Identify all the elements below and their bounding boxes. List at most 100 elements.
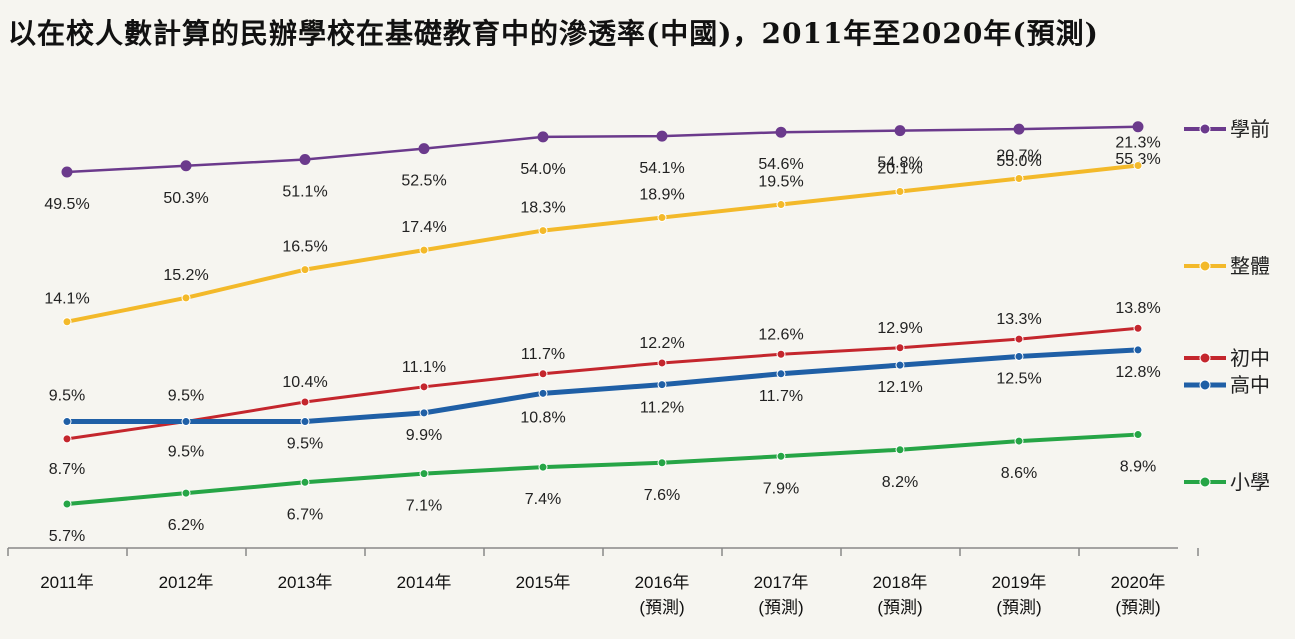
x-tick-label: 2019年 [992, 573, 1047, 592]
data-label: 50.3% [163, 190, 208, 207]
data-label: 14.1% [44, 291, 89, 308]
data-point [1133, 323, 1143, 333]
data-label: 51.1% [282, 184, 327, 201]
data-point [419, 245, 429, 255]
data-point [538, 226, 548, 236]
legend-marker [1199, 476, 1211, 488]
data-label: 8.2% [882, 474, 918, 491]
data-point [180, 160, 192, 172]
data-label: 18.3% [520, 200, 565, 217]
data-point [419, 408, 429, 418]
data-point [1133, 430, 1143, 440]
data-point [418, 143, 430, 155]
data-label: 9.9% [406, 427, 442, 444]
data-label: 19.5% [758, 174, 803, 191]
data-label: 12.5% [996, 370, 1041, 387]
x-tick-label: 2016年 [635, 573, 690, 592]
data-label: 7.1% [406, 498, 442, 515]
data-point [657, 458, 667, 468]
x-tick-note: (預測) [758, 598, 803, 617]
data-point [419, 469, 429, 479]
data-label: 20.1% [877, 161, 922, 178]
data-point [538, 369, 548, 379]
data-point [776, 451, 786, 461]
data-point [62, 434, 72, 444]
data-label: 12.1% [877, 379, 922, 396]
data-label: 21.3% [1115, 134, 1160, 151]
data-point [1014, 436, 1024, 446]
data-label: 10.8% [520, 409, 565, 426]
data-point [1013, 123, 1025, 135]
data-label: 13.3% [996, 311, 1041, 328]
data-point [776, 200, 786, 210]
series-line-整體 [66, 163, 1139, 324]
data-point [62, 499, 72, 509]
data-point [300, 477, 310, 487]
data-label: 54.8% [877, 155, 922, 172]
data-point [300, 265, 310, 275]
data-label: 18.9% [639, 187, 684, 204]
data-label: 7.9% [763, 480, 799, 497]
data-point [1133, 345, 1143, 355]
data-point [895, 187, 905, 197]
data-point [656, 130, 668, 142]
legend-label: 初中 [1230, 346, 1270, 370]
data-label: 9.5% [287, 436, 323, 453]
data-label: 55.0% [996, 153, 1041, 170]
data-point [657, 380, 667, 390]
data-label: 49.5% [44, 196, 89, 213]
data-point [1014, 351, 1024, 361]
data-point [1133, 160, 1143, 170]
data-point [1014, 174, 1024, 183]
data-label: 11.2% [640, 400, 684, 417]
data-label: 54.1% [639, 160, 684, 177]
x-tick-note: (預測) [877, 598, 922, 617]
data-label: 10.4% [282, 374, 327, 391]
data-point [538, 462, 548, 472]
data-label: 9.5% [49, 388, 85, 405]
data-point [895, 360, 905, 370]
data-point [61, 166, 73, 178]
data-label: 12.6% [758, 326, 803, 343]
data-label: 6.2% [168, 517, 204, 534]
x-tick-note: (預測) [639, 598, 684, 617]
data-label: 11.7% [759, 388, 803, 405]
data-point [657, 358, 667, 368]
data-point [895, 445, 905, 455]
data-label: 12.8% [1115, 364, 1160, 381]
x-tick-note: (預測) [1115, 598, 1160, 617]
series-line-小學 [66, 432, 1139, 506]
series-line-高中 [67, 347, 1139, 425]
data-label: 15.2% [163, 267, 208, 284]
data-point [776, 369, 786, 379]
x-tick-label: 2013年 [278, 573, 333, 592]
data-point [300, 417, 310, 427]
data-point [538, 388, 548, 398]
data-label: 11.1% [402, 359, 446, 376]
x-tick-label: 2020年 [1111, 573, 1166, 592]
data-label: 12.2% [639, 335, 684, 352]
data-label: 16.5% [282, 239, 327, 256]
data-point [181, 417, 191, 427]
data-label: 7.6% [644, 487, 680, 504]
data-label: 20.7% [996, 148, 1041, 165]
legend-marker [1199, 352, 1211, 364]
legend-label: 小學 [1230, 470, 1270, 494]
series-line-初中 [66, 326, 1139, 441]
data-point [62, 417, 72, 427]
x-tick-label: 2018年 [873, 573, 928, 592]
data-point [775, 126, 787, 138]
data-label: 6.7% [287, 506, 323, 523]
chart-title: 以在校人數計算的民辦學校在基礎教育中的滲透率(中國)，2011年至2020年(預… [8, 17, 1099, 50]
data-point [181, 488, 191, 498]
x-tick-label: 2017年 [754, 573, 809, 592]
x-tick-label: 2011年 [40, 573, 94, 592]
data-label: 8.6% [1001, 465, 1037, 482]
x-tick-label: 2012年 [159, 573, 214, 592]
x-tick-note: (預測) [996, 598, 1041, 617]
data-point [299, 154, 311, 166]
data-point [1132, 121, 1144, 133]
data-point [62, 317, 72, 327]
data-label: 13.8% [1115, 300, 1160, 317]
